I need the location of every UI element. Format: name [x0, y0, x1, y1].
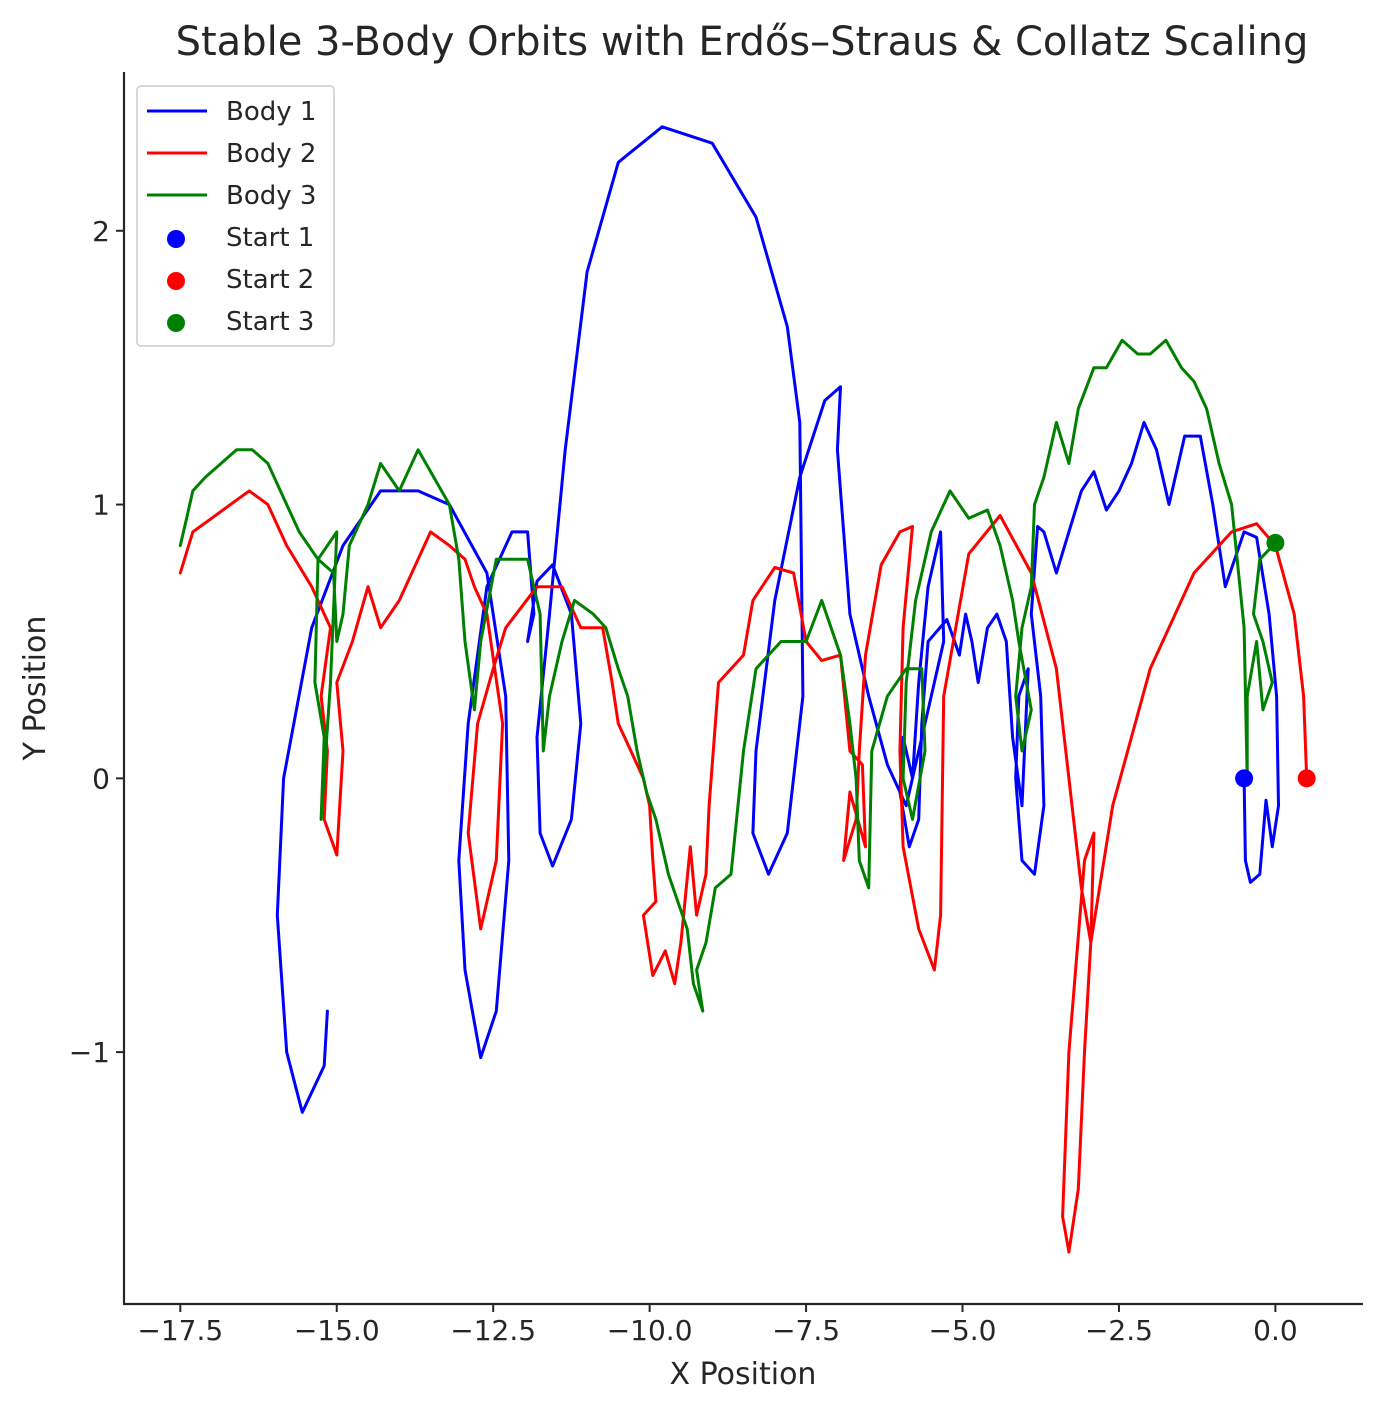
marker-start-3 [1266, 533, 1285, 552]
x-tick-label: −2.5 [1085, 1314, 1153, 1347]
legend-label-body-2: Body 2 [226, 139, 316, 169]
legend-swatch-start-2 [167, 272, 185, 290]
x-axis-label: X Position [670, 1357, 817, 1392]
y-axis-label: Y Position [18, 616, 53, 762]
marker-start-2 [1297, 769, 1316, 788]
marker-start-1 [1235, 769, 1254, 788]
legend-label-start-1: Start 1 [226, 223, 314, 253]
x-tick-label: −10.0 [607, 1314, 693, 1347]
x-tick-label: −17.5 [137, 1314, 223, 1347]
chart-title: Stable 3-Body Orbits with Erdős–Straus &… [176, 19, 1309, 65]
plot-area [178, 125, 1316, 1254]
marker-layer [1235, 533, 1316, 788]
x-axis-ticks: −17.5 −15.0 −12.5 −10.0 −7.5 −5.0 −2.5 0.0 [137, 1304, 1298, 1347]
y-tick-label: −1 [69, 1036, 110, 1069]
legend-box [136, 85, 335, 347]
legend: Body 1 Body 2 Body 3 Start 1 Start 2 Start 3 [136, 85, 335, 347]
x-tick-label: −5.0 [929, 1314, 997, 1347]
y-tick-label: 0 [92, 762, 110, 795]
x-tick-label: −7.5 [772, 1314, 840, 1347]
x-tick-label: −12.5 [450, 1314, 536, 1347]
y-axis-ticks: −1 0 1 2 [69, 215, 124, 1069]
legend-label-body-1: Body 1 [226, 97, 316, 127]
series-line-body-3 [178, 338, 1277, 1013]
series-line-body-2 [178, 489, 1309, 1254]
y-tick-label: 1 [92, 489, 110, 522]
x-tick-label: 0.0 [1253, 1314, 1298, 1347]
legend-swatch-start-3 [167, 314, 185, 332]
legend-swatch-start-1 [167, 230, 185, 248]
series-layer [178, 125, 1309, 1254]
legend-label-start-2: Start 2 [226, 265, 314, 295]
series-line-body-1 [275, 125, 1280, 1114]
legend-label-start-3: Start 3 [226, 307, 314, 337]
y-tick-label: 2 [92, 215, 110, 248]
x-tick-label: −15.0 [294, 1314, 380, 1347]
legend-label-body-3: Body 3 [226, 181, 316, 211]
